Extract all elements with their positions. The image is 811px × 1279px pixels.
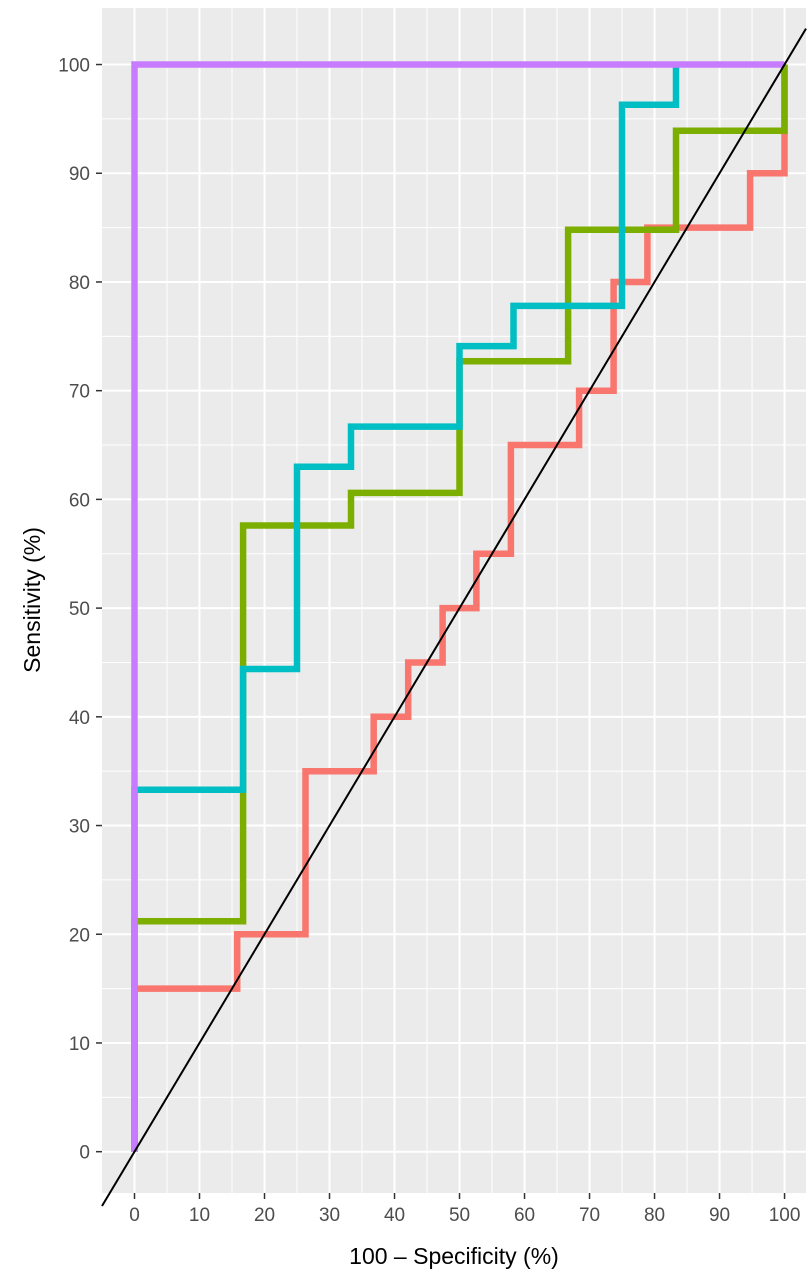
x-tick-label: 20 (254, 1205, 275, 1226)
x-tick-label: 30 (319, 1205, 340, 1226)
y-tick-label: 70 (69, 382, 90, 403)
x-tick-label: 90 (709, 1205, 730, 1226)
x-tick-label: 40 (384, 1205, 405, 1226)
x-axis-title: 100 – Specificity (%) (349, 1243, 559, 1269)
y-tick-label: 30 (69, 817, 90, 838)
y-axis-title: Sensitivity (%) (19, 527, 45, 673)
y-tick-label: 40 (69, 708, 90, 729)
roc-series-4 (131, 61, 785, 1152)
y-tick-label: 80 (69, 273, 90, 294)
axis-ticks: 0 10 20 30 40 50 60 70 80 90 100 0 10 20 30 40 50 60 70 80 9… (58, 56, 800, 1226)
roc-series-3 (131, 64, 680, 1152)
y-tick-label: 10 (69, 1034, 90, 1055)
roc-curves (131, 61, 788, 1152)
y-tick-label: 50 (69, 599, 90, 620)
x-tick-label: 50 (449, 1205, 470, 1226)
x-tick-label: 60 (514, 1205, 535, 1226)
plot-panel (102, 8, 806, 1193)
y-tick-label: 100 (58, 56, 90, 77)
x-tick-label: 0 (129, 1205, 140, 1226)
y-tick-label: 90 (69, 164, 90, 185)
x-tick-label: 10 (189, 1205, 210, 1226)
x-tick-label: 100 (769, 1205, 801, 1226)
reference-diagonal-line (101, 28, 807, 1207)
y-tick-label: 0 (79, 1143, 90, 1164)
y-tick-label: 60 (69, 490, 90, 511)
y-tick-label: 20 (69, 925, 90, 946)
x-tick-label: 80 (644, 1205, 665, 1226)
reference-line-layer (101, 28, 807, 1207)
x-tick-label: 70 (579, 1205, 600, 1226)
